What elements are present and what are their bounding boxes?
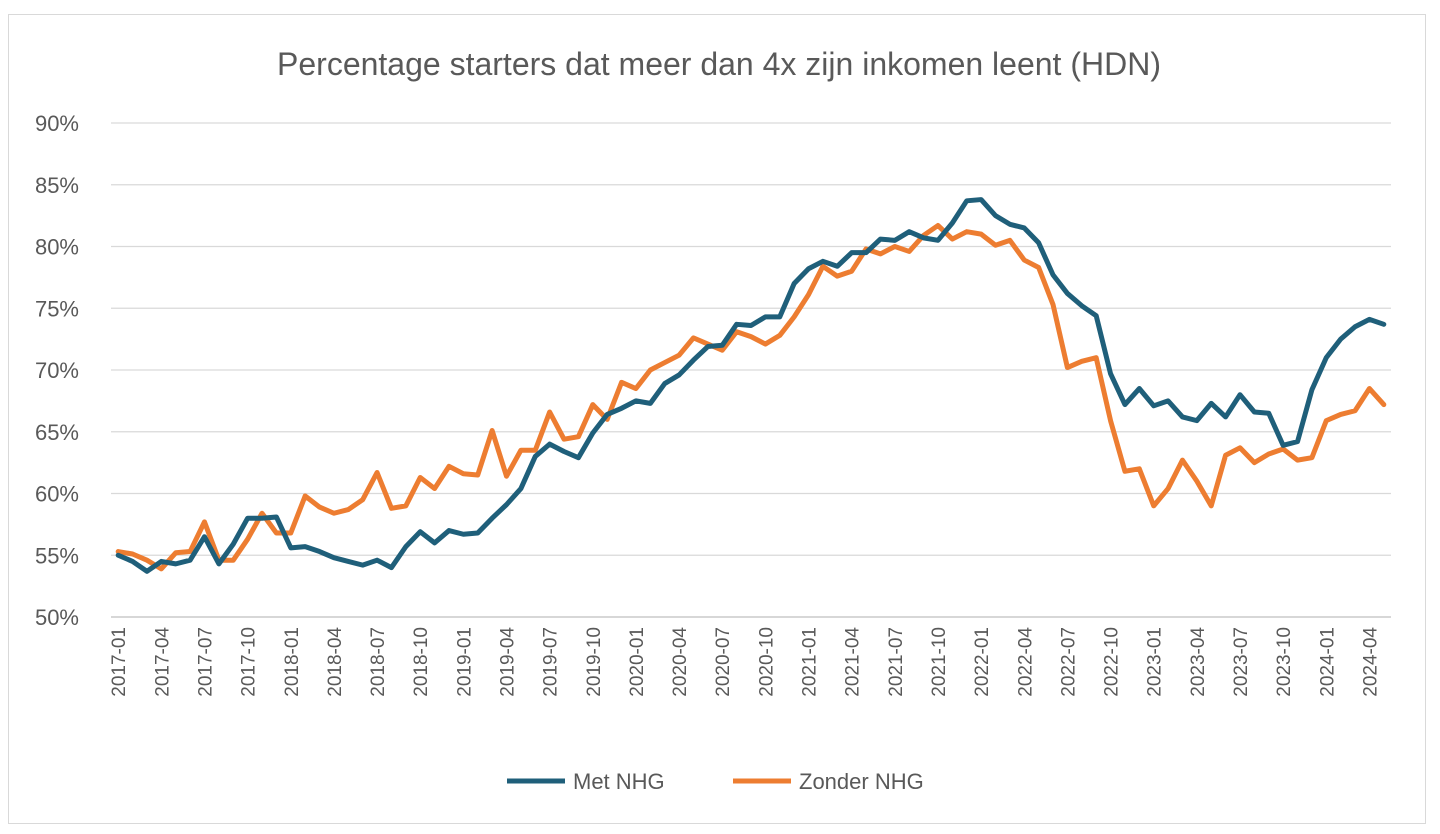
y-tick-label: 75% [35,296,79,321]
y-tick-label: 65% [35,420,79,445]
x-tick-label: 2023-10 [1274,627,1295,697]
series-lines [115,197,1387,574]
y-tick-label: 90% [35,111,79,136]
x-tick-label: 2024-04 [1360,627,1381,697]
x-tick-label: 2018-04 [325,627,346,697]
x-tick-label: 2022-01 [972,627,993,697]
series-line-met-nhg [115,197,1387,574]
x-tick-label: 2017-10 [239,627,260,697]
y-axis-ticks: 50% 55% 60% 65% 70% 75% 80% 85% 90% [35,111,79,630]
y-tick-label: 60% [35,482,79,507]
legend-label: Met NHG [573,769,665,794]
x-tick-label: 2017-01 [109,627,130,697]
chart-frame: Percentage starters dat meer dan 4x zijn… [8,14,1426,824]
x-tick-label: 2020-07 [713,627,734,697]
y-tick-label: 70% [35,358,79,383]
x-tick-label: 2023-04 [1188,627,1209,697]
line-chart: Percentage starters dat meer dan 4x zijn… [35,46,1391,794]
y-tick-label: 85% [35,173,79,198]
x-tick-label: 2019-07 [541,627,562,697]
legend: Met NHG Zonder NHG [507,769,924,794]
x-tick-label: 2020-01 [627,627,648,697]
series-line-zonder-nhg [115,223,1387,572]
x-tick-label: 2023-07 [1231,627,1252,697]
y-tick-label: 50% [35,605,79,630]
x-tick-label: 2019-01 [454,627,475,697]
x-tick-label: 2022-10 [1102,627,1123,697]
y-tick-label: 80% [35,235,79,260]
x-tick-label: 2020-04 [670,627,691,697]
x-tick-label: 2021-04 [843,627,864,697]
x-tick-label: 2018-07 [368,627,389,697]
x-tick-label: 2019-04 [498,627,519,697]
x-tick-label: 2019-10 [584,627,605,697]
x-tick-label: 2018-10 [411,627,432,697]
x-tick-label: 2021-01 [800,627,821,697]
x-tick-label: 2020-10 [756,627,777,697]
x-tick-label: 2022-04 [1015,627,1036,697]
y-tick-label: 55% [35,543,79,568]
chart-title: Percentage starters dat meer dan 4x zijn… [277,46,1161,82]
x-tick-label: 2023-01 [1145,627,1166,697]
gridlines [111,122,1391,618]
x-tick-label: 2018-01 [282,627,303,697]
x-tick-label: 2017-07 [195,627,216,697]
x-tick-label: 2021-07 [886,627,907,697]
legend-label: Zonder NHG [799,769,924,794]
x-tick-label: 2024-01 [1317,627,1338,697]
x-tick-label: 2017-04 [152,627,173,697]
x-tick-label: 2022-07 [1058,627,1079,697]
x-axis-ticks: 2017-01 2017-04 2017-07 2017-10 2018-01 2018-… [109,627,1381,697]
x-tick-label: 2021-10 [929,627,950,697]
